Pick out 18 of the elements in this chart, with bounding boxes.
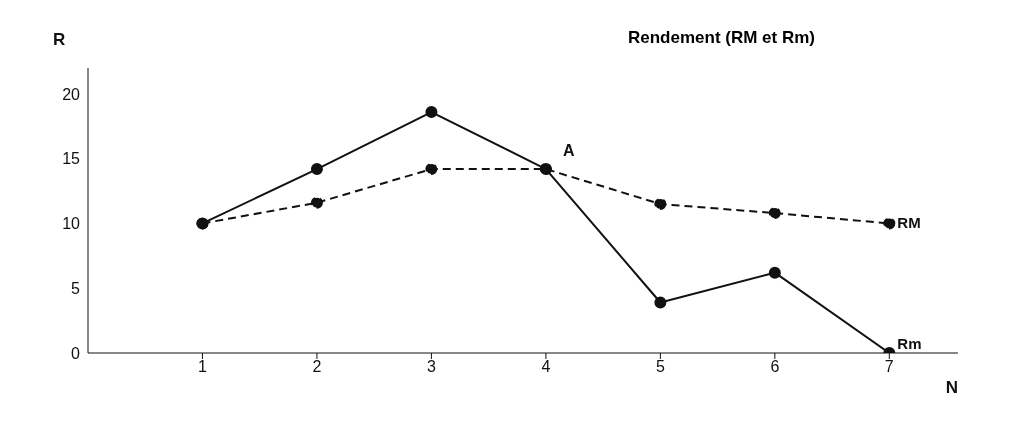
annotation: A: [562, 142, 575, 160]
x-tick-label: 5: [655, 358, 665, 376]
x-tick-label: 3: [426, 358, 436, 376]
x-tick-label: 6: [770, 358, 780, 376]
y-tick-label: 15: [62, 150, 81, 168]
series-label: Rm: [897, 335, 922, 352]
x-tick-label: 2: [312, 358, 322, 376]
y-tick-label: 0: [71, 344, 81, 362]
series-label: RM: [897, 214, 921, 232]
x-axis-title: N: [945, 378, 958, 397]
chart-title: Rendement (RM et Rm): [628, 28, 816, 48]
y-tick-label: 5: [71, 279, 81, 297]
y-tick-label: 10: [62, 215, 81, 233]
x-tick-label: 1: [198, 358, 208, 376]
x-tick-label: 4: [541, 358, 551, 376]
y-tick-label: 20: [62, 85, 81, 103]
x-tick-label: 7: [884, 358, 894, 376]
y-axis-title: R: [53, 30, 66, 50]
